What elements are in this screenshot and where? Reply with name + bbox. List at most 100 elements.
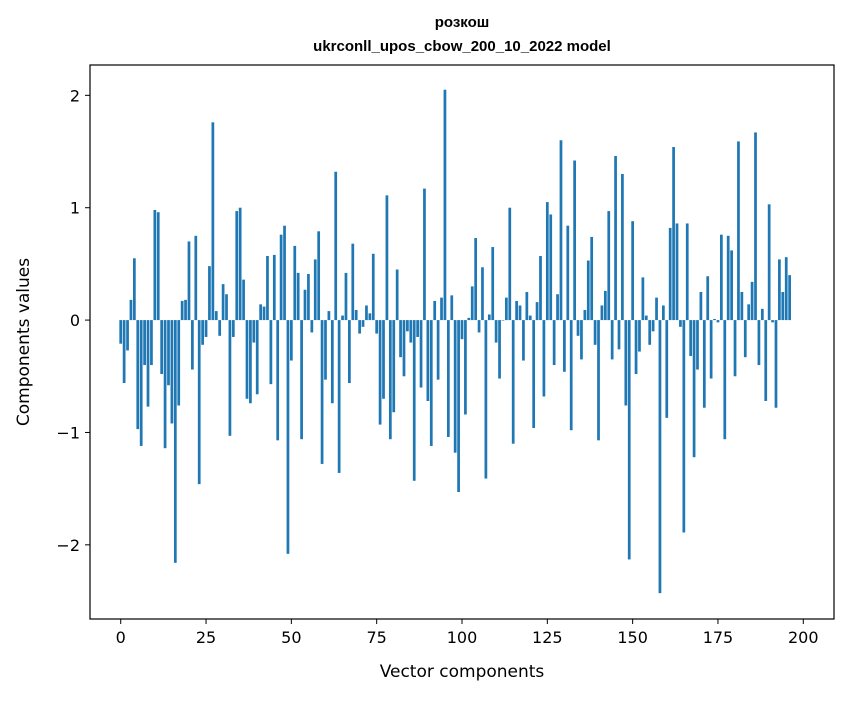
- bar-67: [348, 320, 351, 384]
- x-tick-label: 100: [447, 628, 478, 647]
- bar-155: [648, 320, 652, 345]
- bar-2: [126, 320, 129, 351]
- bar-86: [412, 320, 416, 481]
- bar-189: [764, 320, 768, 401]
- x-tick-label: 75: [366, 628, 386, 647]
- bar-63: [334, 171, 338, 321]
- bar-174: [713, 318, 716, 321]
- bar-25: [204, 320, 208, 337]
- bar-167: [689, 320, 693, 357]
- bar-176: [720, 234, 723, 321]
- bar-193: [778, 259, 781, 321]
- bar-125: [545, 202, 549, 321]
- bar-77: [382, 320, 385, 399]
- bar-103: [470, 286, 474, 321]
- bar-104: [474, 238, 478, 321]
- bar-66: [344, 272, 348, 321]
- bar-109: [491, 247, 495, 321]
- bar-20: [187, 241, 191, 321]
- bar-177: [723, 320, 727, 440]
- bar-54: [303, 289, 307, 321]
- bar-138: [590, 236, 594, 321]
- bar-136: [583, 309, 587, 321]
- chart-subtitle: ukrconll_upos_cbow_200_10_2022 model: [313, 38, 611, 55]
- bars-group: [119, 89, 791, 594]
- bar-108: [487, 314, 491, 321]
- bar-191: [771, 320, 774, 323]
- bar-133: [573, 160, 576, 321]
- bar-98: [453, 320, 457, 453]
- bar-90: [426, 320, 430, 401]
- bar-12: [160, 320, 164, 375]
- bar-47: [279, 234, 283, 321]
- bar-132: [569, 320, 573, 431]
- bar-45: [272, 254, 276, 321]
- y-tick-label: −2: [56, 536, 80, 555]
- bar-190: [767, 204, 771, 321]
- bar-27: [211, 122, 215, 321]
- bar-32: [228, 320, 232, 436]
- bar-141: [600, 305, 604, 321]
- bar-88: [419, 320, 423, 388]
- bar-164: [679, 320, 682, 327]
- bar-40: [255, 320, 259, 395]
- bar-92: [433, 300, 437, 321]
- bar-162: [672, 147, 675, 321]
- bar-168: [692, 320, 696, 458]
- bar-22: [194, 235, 198, 321]
- bar-80: [392, 320, 396, 413]
- bar-170: [699, 291, 703, 321]
- bar-49: [286, 320, 290, 554]
- y-tick-label: 2: [70, 86, 80, 105]
- bar-95: [443, 89, 447, 321]
- bar-57: [313, 259, 317, 321]
- bar-68: [351, 243, 355, 321]
- bar-165: [682, 320, 686, 533]
- bar-51: [293, 245, 297, 321]
- x-tick-label: 125: [532, 628, 563, 647]
- bar-78: [385, 195, 389, 321]
- bar-81: [395, 269, 399, 321]
- bar-3: [129, 299, 133, 321]
- bar-58: [317, 231, 321, 321]
- bar-89: [423, 188, 426, 321]
- bar-19: [184, 299, 187, 321]
- bar-18: [180, 300, 184, 321]
- bar-160: [665, 320, 669, 418]
- bar-129: [559, 140, 563, 321]
- bar-1: [122, 320, 126, 384]
- bar-139: [593, 320, 597, 345]
- bar-119: [525, 291, 529, 321]
- bar-11: [156, 212, 160, 321]
- bar-101: [464, 320, 467, 415]
- x-tick-label: 25: [196, 628, 216, 647]
- bar-112: [501, 320, 505, 321]
- bar-161: [668, 227, 672, 321]
- plot-frame: [89, 64, 835, 620]
- bar-70: [358, 320, 361, 334]
- bar-113: [505, 297, 508, 321]
- bar-8: [146, 320, 150, 407]
- bar-44: [269, 320, 273, 385]
- bar-74: [371, 253, 375, 321]
- bar-21: [191, 320, 194, 370]
- bar-62: [330, 320, 334, 404]
- bar-39: [252, 320, 256, 343]
- ticks-group: 0 25 50 75 100 125 150 175 200 −2 −1 0 1 2: [56, 86, 818, 647]
- bar-150: [631, 221, 635, 321]
- bar-182: [740, 291, 744, 321]
- bar-166: [685, 223, 689, 321]
- bar-187: [757, 320, 761, 366]
- bar-31: [225, 294, 228, 321]
- bar-153: [641, 277, 645, 321]
- bar-36: [242, 279, 245, 321]
- bar-61: [327, 311, 331, 321]
- bar-35: [238, 207, 242, 321]
- bar-13: [163, 320, 167, 449]
- bar-87: [416, 320, 419, 337]
- bar-163: [675, 223, 679, 321]
- y-tick-label: 1: [70, 199, 80, 218]
- bar-106: [481, 267, 484, 321]
- bar-149: [627, 320, 631, 560]
- bar-173: [709, 320, 713, 379]
